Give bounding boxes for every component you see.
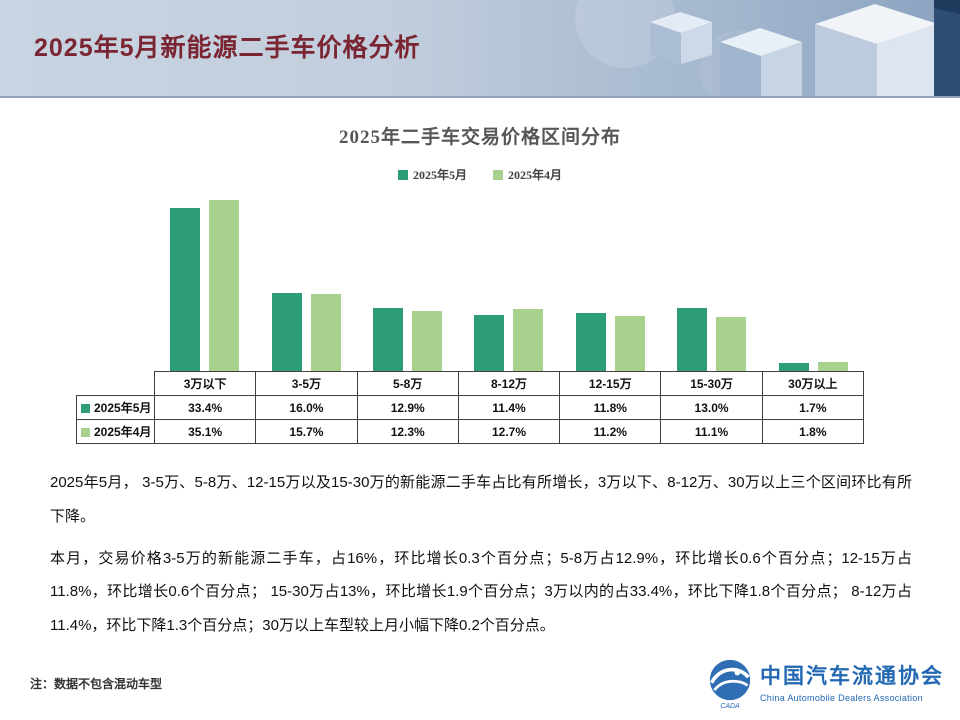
table-row-swatch — [81, 404, 90, 414]
bar — [716, 316, 747, 371]
legend-swatch — [493, 169, 503, 180]
table-value-cell: 35.1% — [153, 419, 257, 444]
plot-area — [154, 193, 864, 371]
table-value-cell: 12.3% — [356, 419, 459, 444]
page-title: 2025年5月新能源二手车价格分析 — [34, 34, 421, 62]
legend-label: 2025年4月 — [508, 168, 563, 182]
analysis-text: 2025年5月， 3-5万、5-8万、12-15万以及15-30万的新能源二手车… — [50, 466, 912, 651]
bar — [271, 292, 302, 371]
table-value-cell: 16.0% — [255, 395, 358, 420]
bar — [209, 199, 240, 371]
table-row: 2025年4月 35.1% 15.7% 12.3% 12.7% 11.2% 11.1% 1.8… — [76, 419, 865, 444]
bar-group — [255, 193, 356, 371]
legend-swatch — [397, 169, 408, 180]
table-corner-cell — [77, 372, 155, 396]
cada-logo-icon — [709, 659, 751, 701]
footnote: 注：数据不包含混动车型 — [30, 677, 163, 691]
bar — [474, 315, 505, 371]
bar — [310, 294, 341, 371]
bar — [817, 362, 848, 371]
bar-group — [661, 193, 762, 371]
table-value-cell: 1.8% — [761, 419, 865, 444]
chart-legend: 2025年5月 2025年4月 — [0, 166, 960, 183]
legend-label: 2025年5月 — [412, 168, 467, 182]
bar — [575, 313, 606, 371]
bar — [170, 208, 201, 371]
bar-group — [357, 193, 458, 371]
table-row-swatch — [81, 428, 90, 438]
table-col-header: 30万以上 — [761, 371, 865, 396]
analysis-paragraph-2: 本月，交易价格3-5万的新能源二手车，占16%，环比增长0.3个百分点；5-8万… — [50, 549, 912, 635]
bar — [778, 362, 809, 371]
table-header-row: 3万以下 3-5万 5-8万 8-12万 12-15万 15-30万 30万以上 — [77, 371, 865, 396]
table-value-cell: 11.2% — [559, 419, 662, 444]
chart-data-table: 3万以下 3-5万 5-8万 8-12万 12-15万 15-30万 30万以上 2025年5… — [76, 371, 865, 444]
cada-logo-caption: CADA — [720, 703, 740, 710]
analysis-paragraph-1: 2025年5月， 3-5万、5-8万、12-15万以及15-30万的新能源二手车… — [50, 474, 912, 525]
cada-logo: CADA 中国汽车流通协会 China Automobile Dealers A… — [708, 658, 944, 710]
table-value-cell: 33.4% — [153, 395, 257, 420]
bar — [614, 316, 645, 371]
chart-title: 2025年二手车交易价格区间分布 — [338, 127, 621, 148]
table-value-cell: 11.8% — [559, 395, 662, 420]
bar-chart: 3万以下 3-5万 5-8万 8-12万 12-15万 15-30万 30万以上 2025年5… — [76, 193, 865, 444]
table-value-cell: 13.0% — [660, 395, 763, 420]
bar-group — [763, 193, 864, 371]
cada-logo-text: 中国汽车流通协会 China Automobile Dealers Associ… — [760, 658, 944, 703]
table-col-header: 12-15万 — [559, 371, 662, 396]
bar — [513, 309, 544, 371]
table-col-header: 5-8万 — [356, 371, 459, 396]
table-value-cell: 12.7% — [457, 419, 561, 444]
table-col-header: 8-12万 — [457, 371, 561, 396]
cada-logo-name-cn: 中国汽车流通协会 — [760, 665, 944, 688]
table-row: 2025年5月 33.4% 16.0% 12.9% 11.4% 11.8% 13.0% 1.7… — [76, 395, 865, 420]
table-value-cell: 11.4% — [457, 395, 561, 420]
table-value-cell: 15.7% — [255, 419, 358, 444]
header-cubes-art — [575, 0, 960, 96]
bar-group — [458, 193, 559, 371]
cada-logo-mark: CADA — [708, 658, 752, 710]
legend-item: 2025年5月 — [397, 166, 467, 183]
cada-logo-name-en: China Automobile Dealers Association — [760, 693, 923, 703]
bar-group — [560, 193, 661, 371]
table-row-label: 2025年4月 — [76, 419, 155, 444]
bar — [373, 308, 404, 371]
legend-item: 2025年4月 — [493, 166, 562, 183]
bar — [412, 311, 443, 371]
table-col-header: 3万以下 — [153, 371, 257, 396]
table-value-cell: 1.7% — [761, 395, 865, 420]
table-col-header: 15-30万 — [660, 371, 763, 396]
table-value-cell: 12.9% — [356, 395, 459, 420]
table-row-label: 2025年5月 — [76, 395, 155, 420]
table-value-cell: 11.1% — [660, 419, 763, 444]
bar — [677, 307, 708, 371]
bar-group — [154, 193, 255, 371]
header-banner: 2025年5月新能源二手车价格分析 — [0, 0, 960, 98]
table-col-header: 3-5万 — [255, 371, 358, 396]
